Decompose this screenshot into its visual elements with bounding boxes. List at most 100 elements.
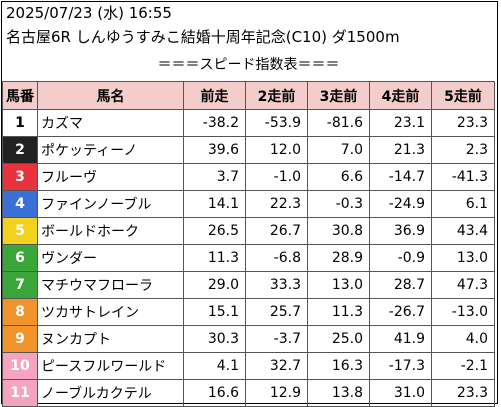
speed-index-cell: -6.8 <box>245 244 308 272</box>
speed-index-cell: 16.3 <box>307 352 370 380</box>
speed-index-cell: 2.3 <box>431 136 495 164</box>
speed-index-cell: 31.0 <box>369 379 432 407</box>
speed-index-cell: -2.1 <box>431 352 495 380</box>
table-header-row: 馬番 馬名 前走 2走前 3走前 4走前 5走前 <box>2 81 495 110</box>
horse-name-cell: ポケッティーノ <box>37 136 184 164</box>
speed-index-cell: 12.9 <box>245 379 308 407</box>
horse-name-cell: フルーヴ <box>37 163 184 191</box>
speed-index-cell: -1.0 <box>245 163 308 191</box>
speed-index-cell: 28.7 <box>369 271 432 299</box>
horse-number-badge: 6 <box>2 244 38 272</box>
horse-name-cell: ボールドホーク <box>37 217 184 245</box>
speed-index-cell: 14.1 <box>183 190 246 218</box>
horse-name-cell: ピースフルワールド <box>37 352 184 380</box>
horse-number-badge: 2 <box>2 136 38 164</box>
table-row: 10 ピースフルワールド 4.1 32.7 16.3 -17.3 -2.1 <box>2 352 495 380</box>
table-row: 8 ツカサトレイン 15.1 25.7 11.3 -26.7 -13.0 <box>2 298 495 326</box>
speed-index-cell: -41.3 <box>431 163 495 191</box>
horse-number-badge: 8 <box>2 298 38 326</box>
horse-name-cell: ノーブルカクテル <box>37 379 184 407</box>
table-row: 11 ノーブルカクテル 16.6 12.9 13.8 31.0 23.3 <box>2 379 495 407</box>
horse-number-badge: 9 <box>2 325 38 353</box>
speed-index-cell: 21.3 <box>369 136 432 164</box>
speed-index-cell: 30.3 <box>183 325 246 353</box>
speed-index-cell: 11.3 <box>183 244 246 272</box>
speed-index-cell: 11.3 <box>307 298 370 326</box>
table-row: 3 フルーヴ 3.7 -1.0 6.6 -14.7 -41.3 <box>2 163 495 191</box>
col-header-number: 馬番 <box>2 81 38 110</box>
speed-index-cell: 26.5 <box>183 217 246 245</box>
col-header-3-races-ago: 3走前 <box>307 81 370 110</box>
speed-index-cell: 25.0 <box>307 325 370 353</box>
table-row: 7 マチウマフローラ 29.0 33.3 13.0 28.7 47.3 <box>2 271 495 299</box>
speed-index-cell: -3.7 <box>245 325 308 353</box>
horse-number-badge: 1 <box>2 109 38 137</box>
speed-index-cell: 15.1 <box>183 298 246 326</box>
table-subtitle: ＝＝＝スピード指数表＝＝＝ <box>157 57 340 73</box>
table-row: 4 ファインノーブル 14.1 22.3 -0.3 -24.9 6.1 <box>2 190 495 218</box>
horse-name-cell: ヌンカプト <box>37 325 184 353</box>
speed-index-cell: 3.7 <box>183 163 246 191</box>
speed-index-cell: -17.3 <box>369 352 432 380</box>
speed-index-cell: -53.9 <box>245 109 308 137</box>
col-header-5-races-ago: 5走前 <box>431 81 495 110</box>
col-header-horse-name: 馬名 <box>37 81 184 110</box>
table-row: 2 ポケッティーノ 39.6 12.0 7.0 21.3 2.3 <box>2 136 495 164</box>
speed-index-cell: 29.0 <box>183 271 246 299</box>
speed-index-cell: 12.0 <box>245 136 308 164</box>
table-row: 5 ボールドホーク 26.5 26.7 30.8 36.9 43.4 <box>2 217 495 245</box>
speed-index-cell: 25.7 <box>245 298 308 326</box>
speed-index-cell: 4.1 <box>183 352 246 380</box>
speed-index-cell: 13.0 <box>307 271 370 299</box>
speed-index-cell: -14.7 <box>369 163 432 191</box>
speed-index-cell: -24.9 <box>369 190 432 218</box>
table-row: 6 ヴンダー 11.3 -6.8 28.9 -0.9 13.0 <box>2 244 495 272</box>
table-row: 9 ヌンカプト 30.3 -3.7 25.0 41.9 4.0 <box>2 325 495 353</box>
horse-number-badge: 10 <box>2 352 38 380</box>
speed-index-cell: 23.1 <box>369 109 432 137</box>
table-row: 1 カズマ -38.2 -53.9 -81.6 23.1 23.3 <box>2 109 495 137</box>
col-header-last-race: 前走 <box>183 81 246 110</box>
speed-index-table: 馬番 馬名 前走 2走前 3走前 4走前 5走前 1 カズマ -38.2 -53.9-… <box>2 81 495 407</box>
speed-index-cell: 39.6 <box>183 136 246 164</box>
speed-index-cell: -0.3 <box>307 190 370 218</box>
speed-index-cell: 23.3 <box>431 109 495 137</box>
speed-index-cell: 32.7 <box>245 352 308 380</box>
speed-index-cell: 13.0 <box>431 244 495 272</box>
col-header-4-races-ago: 4走前 <box>369 81 432 110</box>
horse-number-badge: 7 <box>2 271 38 299</box>
speed-index-cell: 6.1 <box>431 190 495 218</box>
col-header-2-races-ago: 2走前 <box>245 81 308 110</box>
race-datetime: 2025/07/23 (水) 16:55 <box>6 4 172 22</box>
speed-index-cell: 28.9 <box>307 244 370 272</box>
speed-index-cell: 26.7 <box>245 217 308 245</box>
speed-index-cell: -38.2 <box>183 109 246 137</box>
speed-index-cell: -13.0 <box>431 298 495 326</box>
speed-index-cell: 30.8 <box>307 217 370 245</box>
horse-number-badge: 4 <box>2 190 38 218</box>
horse-number-badge: 3 <box>2 163 38 191</box>
speed-index-cell: 6.6 <box>307 163 370 191</box>
horse-name-cell: ツカサトレイン <box>37 298 184 326</box>
speed-index-cell: 41.9 <box>369 325 432 353</box>
speed-index-cell: -81.6 <box>307 109 370 137</box>
speed-index-cell: 4.0 <box>431 325 495 353</box>
speed-index-cell: 23.3 <box>431 379 495 407</box>
speed-index-cell: 33.3 <box>245 271 308 299</box>
speed-index-cell: 36.9 <box>369 217 432 245</box>
horse-number-badge: 11 <box>2 379 38 407</box>
horse-number-badge: 5 <box>2 217 38 245</box>
speed-index-cell: 43.4 <box>431 217 495 245</box>
speed-index-cell: -26.7 <box>369 298 432 326</box>
horse-name-cell: ファインノーブル <box>37 190 184 218</box>
horse-name-cell: マチウマフローラ <box>37 271 184 299</box>
speed-index-cell: 7.0 <box>307 136 370 164</box>
horse-name-cell: ヴンダー <box>37 244 184 272</box>
race-title: 名古屋6R しんゆうすみこ結婚十周年記念(C10) ダ1500m <box>6 28 400 46</box>
speed-index-cell: -0.9 <box>369 244 432 272</box>
speed-index-cell: 47.3 <box>431 271 495 299</box>
speed-index-cell: 22.3 <box>245 190 308 218</box>
horse-name-cell: カズマ <box>37 109 184 137</box>
speed-index-cell: 16.6 <box>183 379 246 407</box>
speed-index-cell: 13.8 <box>307 379 370 407</box>
